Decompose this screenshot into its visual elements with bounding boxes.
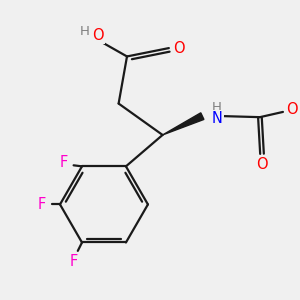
Text: O: O [256, 157, 268, 172]
Text: H: H [80, 25, 90, 38]
Text: H: H [212, 101, 222, 114]
Text: F: F [38, 197, 46, 212]
Text: O: O [92, 28, 103, 43]
Text: O: O [286, 102, 298, 117]
Text: F: F [60, 155, 68, 170]
Text: F: F [70, 254, 78, 269]
Polygon shape [163, 113, 204, 135]
Text: O: O [173, 40, 185, 56]
Text: N: N [212, 111, 222, 126]
